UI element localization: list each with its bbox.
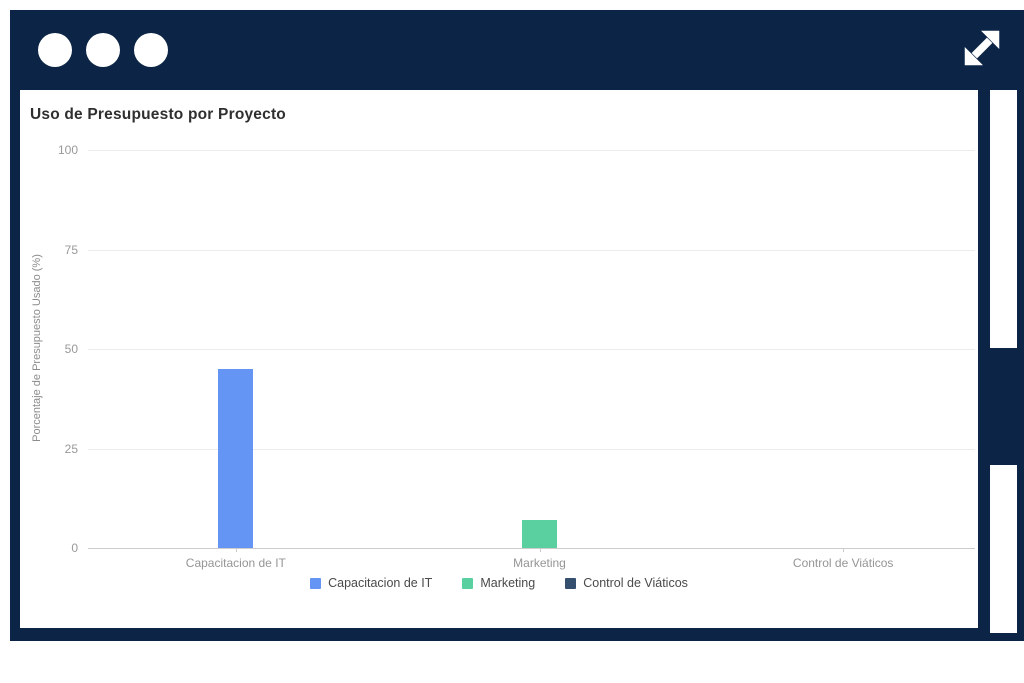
window-dot-icon[interactable]	[86, 33, 120, 67]
legend-item[interactable]: Capacitacion de IT	[310, 576, 432, 590]
bar-1[interactable]	[522, 520, 557, 548]
gridline	[88, 150, 975, 151]
legend-swatch-icon	[462, 577, 474, 589]
y-tick-label: 25	[64, 441, 78, 456]
window-titlebar	[10, 10, 1024, 90]
expand-icon[interactable]	[958, 24, 1006, 72]
legend-label: Control de Viáticos	[583, 576, 688, 590]
window-control-dots	[38, 33, 168, 67]
legend-item[interactable]: Marketing	[462, 576, 535, 590]
x-tick	[235, 548, 237, 552]
legend-swatch-icon	[310, 577, 322, 589]
x-category-label: Control de Viáticos	[792, 556, 894, 570]
x-tick	[539, 548, 541, 552]
chart-title: Uso de Presupuesto por Proyecto	[30, 106, 286, 123]
gridline	[88, 448, 975, 450]
scrollbar-track[interactable]	[990, 90, 1017, 633]
bar-0[interactable]	[218, 368, 254, 548]
x-category-label: Capacitacion de IT	[185, 556, 286, 570]
gridline	[88, 249, 975, 251]
scrollbar-thumb[interactable]	[990, 348, 1017, 465]
window-dot-icon[interactable]	[134, 33, 168, 67]
window-dot-icon[interactable]	[38, 33, 72, 67]
x-category-label: Marketing	[513, 556, 566, 570]
legend-swatch-icon	[565, 577, 577, 589]
y-tick-label: 50	[64, 342, 78, 356]
chart-panel: Uso de Presupuesto por Proyecto Porcenta…	[20, 90, 978, 628]
browser-window: Uso de Presupuesto por Proyecto Porcenta…	[10, 10, 1024, 641]
y-tick-label: 0	[71, 541, 78, 555]
gridline	[88, 349, 975, 350]
legend-label: Capacitacion de IT	[328, 576, 433, 590]
legend-label: Marketing	[480, 576, 536, 590]
legend-item[interactable]: Control de Viáticos	[565, 576, 688, 590]
gridline	[88, 548, 975, 549]
x-tick	[843, 548, 845, 552]
plot-area: 100 75 50 25 0 Capacitacion de IT Marketing Con…	[20, 90, 978, 628]
y-tick-label: 100	[57, 143, 78, 157]
chart-legend: Capacitacion de IT Marketing Control de Vi…	[20, 576, 978, 590]
y-tick-label: 75	[64, 242, 78, 257]
